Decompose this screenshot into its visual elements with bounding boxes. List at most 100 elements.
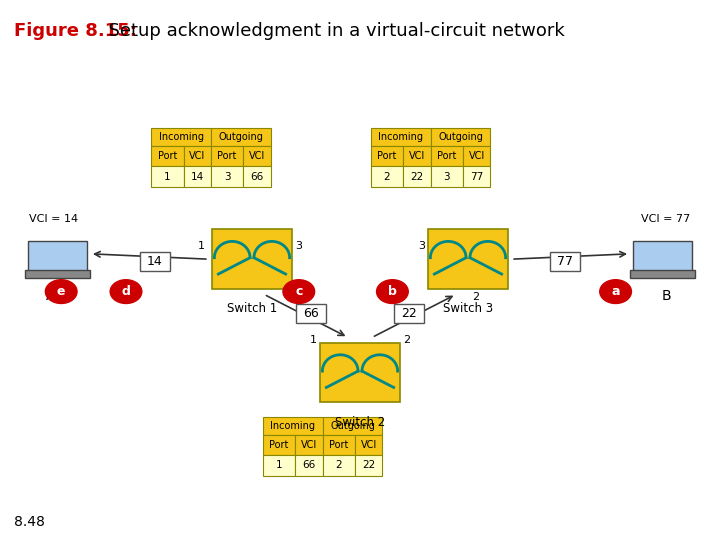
Text: 14: 14 xyxy=(147,255,163,268)
Text: 22: 22 xyxy=(410,172,423,181)
Text: 22: 22 xyxy=(401,307,417,320)
FancyBboxPatch shape xyxy=(243,146,271,166)
Circle shape xyxy=(45,280,77,303)
Text: VCI: VCI xyxy=(249,151,265,161)
FancyBboxPatch shape xyxy=(323,417,382,435)
FancyBboxPatch shape xyxy=(323,455,355,476)
FancyBboxPatch shape xyxy=(184,146,211,166)
FancyBboxPatch shape xyxy=(463,146,490,166)
FancyBboxPatch shape xyxy=(184,166,211,187)
FancyBboxPatch shape xyxy=(633,241,692,272)
Text: c: c xyxy=(295,285,302,298)
FancyBboxPatch shape xyxy=(243,166,271,187)
Text: Port: Port xyxy=(377,151,397,161)
FancyBboxPatch shape xyxy=(371,166,403,187)
Text: 66: 66 xyxy=(303,307,319,320)
Text: Switch 1: Switch 1 xyxy=(227,302,277,315)
Text: Outgoing: Outgoing xyxy=(438,132,483,142)
FancyBboxPatch shape xyxy=(151,146,184,166)
FancyBboxPatch shape xyxy=(296,303,326,322)
FancyBboxPatch shape xyxy=(211,128,271,146)
FancyBboxPatch shape xyxy=(371,128,431,146)
Text: 2: 2 xyxy=(384,172,390,181)
Text: VCI: VCI xyxy=(409,151,425,161)
Text: VCI: VCI xyxy=(469,151,485,161)
FancyBboxPatch shape xyxy=(463,166,490,187)
FancyBboxPatch shape xyxy=(629,270,696,278)
Circle shape xyxy=(110,280,142,303)
FancyBboxPatch shape xyxy=(428,230,508,289)
Text: Port: Port xyxy=(437,151,456,161)
FancyBboxPatch shape xyxy=(431,128,490,146)
Text: VCI: VCI xyxy=(301,440,317,450)
FancyBboxPatch shape xyxy=(151,128,211,146)
Text: Port: Port xyxy=(217,151,237,161)
Text: Setup acknowledgment in a virtual-circuit network: Setup acknowledgment in a virtual-circui… xyxy=(97,22,565,39)
FancyBboxPatch shape xyxy=(263,417,323,435)
Text: VCI: VCI xyxy=(189,151,205,161)
FancyBboxPatch shape xyxy=(355,455,382,476)
FancyBboxPatch shape xyxy=(263,455,295,476)
FancyBboxPatch shape xyxy=(403,146,431,166)
FancyBboxPatch shape xyxy=(212,230,292,289)
Text: Port: Port xyxy=(329,440,348,450)
Text: 1: 1 xyxy=(198,241,205,251)
Text: Port: Port xyxy=(269,440,289,450)
Text: Port: Port xyxy=(158,151,177,161)
FancyBboxPatch shape xyxy=(263,435,295,455)
Text: 3: 3 xyxy=(444,172,450,181)
FancyBboxPatch shape xyxy=(151,166,184,187)
Text: Incoming: Incoming xyxy=(270,421,315,431)
FancyBboxPatch shape xyxy=(394,303,424,322)
FancyBboxPatch shape xyxy=(355,435,382,455)
Circle shape xyxy=(600,280,631,303)
Text: 2: 2 xyxy=(403,335,410,345)
Text: e: e xyxy=(57,285,66,298)
Text: a: a xyxy=(611,285,620,298)
FancyBboxPatch shape xyxy=(320,343,400,402)
Text: 3: 3 xyxy=(418,241,425,251)
FancyBboxPatch shape xyxy=(431,146,463,166)
FancyBboxPatch shape xyxy=(295,435,323,455)
Text: Switch 3: Switch 3 xyxy=(443,302,493,315)
Text: 2: 2 xyxy=(472,292,480,302)
Text: 1: 1 xyxy=(310,335,317,345)
FancyBboxPatch shape xyxy=(295,455,323,476)
FancyBboxPatch shape xyxy=(550,252,580,271)
FancyBboxPatch shape xyxy=(28,241,87,272)
Text: d: d xyxy=(122,285,130,298)
Text: 22: 22 xyxy=(362,461,375,470)
Circle shape xyxy=(283,280,315,303)
Text: 77: 77 xyxy=(470,172,483,181)
Text: 3: 3 xyxy=(295,241,302,251)
FancyBboxPatch shape xyxy=(403,166,431,187)
Text: 8.48: 8.48 xyxy=(14,515,45,529)
Text: Incoming: Incoming xyxy=(158,132,204,142)
Text: Switch 2: Switch 2 xyxy=(335,416,385,429)
Text: VCI = 77: VCI = 77 xyxy=(642,214,690,224)
FancyBboxPatch shape xyxy=(24,270,91,278)
FancyBboxPatch shape xyxy=(140,252,170,271)
Text: Outgoing: Outgoing xyxy=(330,421,375,431)
Text: 2: 2 xyxy=(336,461,342,470)
Text: 66: 66 xyxy=(251,172,264,181)
Text: b: b xyxy=(388,285,397,298)
Text: VCI = 14: VCI = 14 xyxy=(30,214,78,224)
Text: 1: 1 xyxy=(276,461,282,470)
Text: A: A xyxy=(45,289,55,303)
FancyBboxPatch shape xyxy=(211,146,243,166)
FancyBboxPatch shape xyxy=(431,166,463,187)
Text: B: B xyxy=(661,289,671,303)
FancyBboxPatch shape xyxy=(211,166,243,187)
Text: VCI: VCI xyxy=(361,440,377,450)
Text: Outgoing: Outgoing xyxy=(218,132,264,142)
Text: 66: 66 xyxy=(302,461,315,470)
Text: 3: 3 xyxy=(224,172,230,181)
Text: Figure 8.15:: Figure 8.15: xyxy=(14,22,138,39)
Text: 77: 77 xyxy=(557,255,573,268)
FancyBboxPatch shape xyxy=(323,435,355,455)
FancyBboxPatch shape xyxy=(371,146,403,166)
Text: 14: 14 xyxy=(191,172,204,181)
Text: 1: 1 xyxy=(164,172,171,181)
Text: Incoming: Incoming xyxy=(378,132,423,142)
